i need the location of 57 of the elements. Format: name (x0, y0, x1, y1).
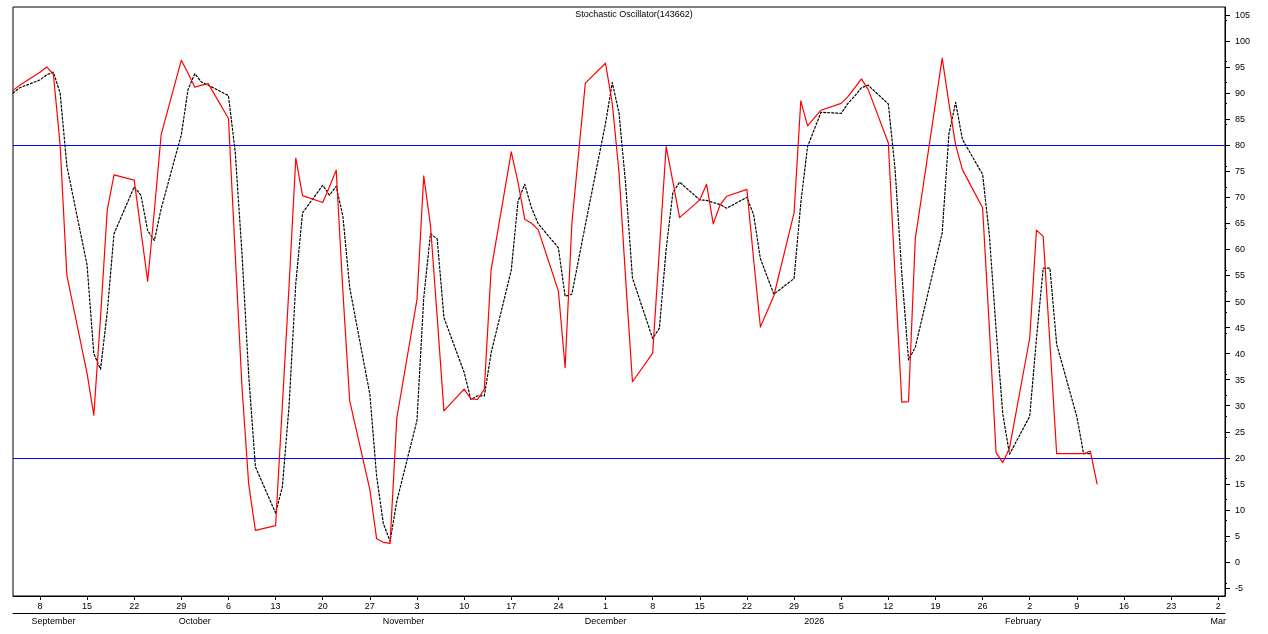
y-tick-label: -5 (1235, 583, 1244, 594)
x2-tick-label: December (584, 615, 627, 626)
y-tick-label: 105 (1235, 9, 1251, 20)
x-tick-label: 15 (82, 600, 93, 611)
y-tick-label: 65 (1235, 218, 1246, 229)
y-tick-label: 40 (1235, 348, 1246, 359)
x-tick-label: 12 (883, 600, 894, 611)
x-tick-label: 9 (1074, 600, 1080, 611)
y-tick-label: 25 (1235, 426, 1246, 437)
y-tick-label: 35 (1235, 374, 1246, 385)
x2-tick-label: Mar (1210, 615, 1227, 626)
y-tick-label: 15 (1235, 478, 1246, 489)
x-tick-label: 5 (838, 600, 844, 611)
x2-tick-label: November (382, 615, 425, 626)
x-tick-label: 19 (930, 600, 941, 611)
y-tick-label: 60 (1235, 244, 1246, 255)
x-tick-label: 22 (129, 600, 140, 611)
y-tick-label: 75 (1235, 166, 1246, 177)
x-tick-label: 3 (414, 600, 420, 611)
x-tick-label: 15 (694, 600, 705, 611)
x-tick-label: 26 (977, 600, 988, 611)
x-tick-label: 29 (176, 600, 187, 611)
x2-tick-label: October (178, 615, 211, 626)
x2-tick-label: 2026 (804, 615, 825, 626)
x2-tick-label: September (31, 615, 76, 626)
y-tick-label: 0 (1235, 557, 1241, 568)
y-tick-label: 80 (1235, 140, 1246, 151)
x-tick-label: 6 (225, 600, 231, 611)
x-tick-label: 29 (789, 600, 800, 611)
x-tick-label: 27 (364, 600, 375, 611)
x2-tick-label: February (1004, 615, 1042, 626)
y-tick-label: 5 (1235, 531, 1241, 542)
x-tick-label: 13 (270, 600, 281, 611)
y-tick-label: 10 (1235, 505, 1246, 515)
x-tick-label: 1 (603, 600, 609, 611)
y-tick-label: 100 (1235, 35, 1251, 46)
x-tick-label: 16 (1118, 600, 1130, 611)
x-tick-label: 8 (37, 600, 43, 611)
x-tick-label: 17 (506, 600, 517, 611)
y-tick-label: 70 (1235, 192, 1246, 203)
y-tick-label: 90 (1235, 88, 1246, 98)
x-tick-label: 24 (553, 600, 564, 611)
y-tick-label: 50 (1235, 296, 1246, 307)
x-tick-label: 20 (317, 600, 328, 611)
y-tick-label: 55 (1235, 270, 1246, 281)
x-tick-label: 10 (459, 600, 470, 611)
y-tick-label: 30 (1235, 400, 1246, 411)
y-tick-label: 85 (1235, 114, 1246, 125)
chart-title: Stochastic Oscillator(143662) (575, 8, 693, 19)
x-tick-label: 8 (650, 600, 656, 611)
x-tick-label: 2 (1215, 600, 1221, 611)
x-tick-label: 23 (1166, 600, 1177, 611)
x-tick-label: 22 (741, 600, 752, 611)
x-tick-label: 2 (1027, 600, 1033, 611)
y-tick-label: 20 (1235, 452, 1246, 463)
y-tick-label: 45 (1235, 322, 1246, 333)
y-tick-label: 95 (1235, 61, 1246, 72)
